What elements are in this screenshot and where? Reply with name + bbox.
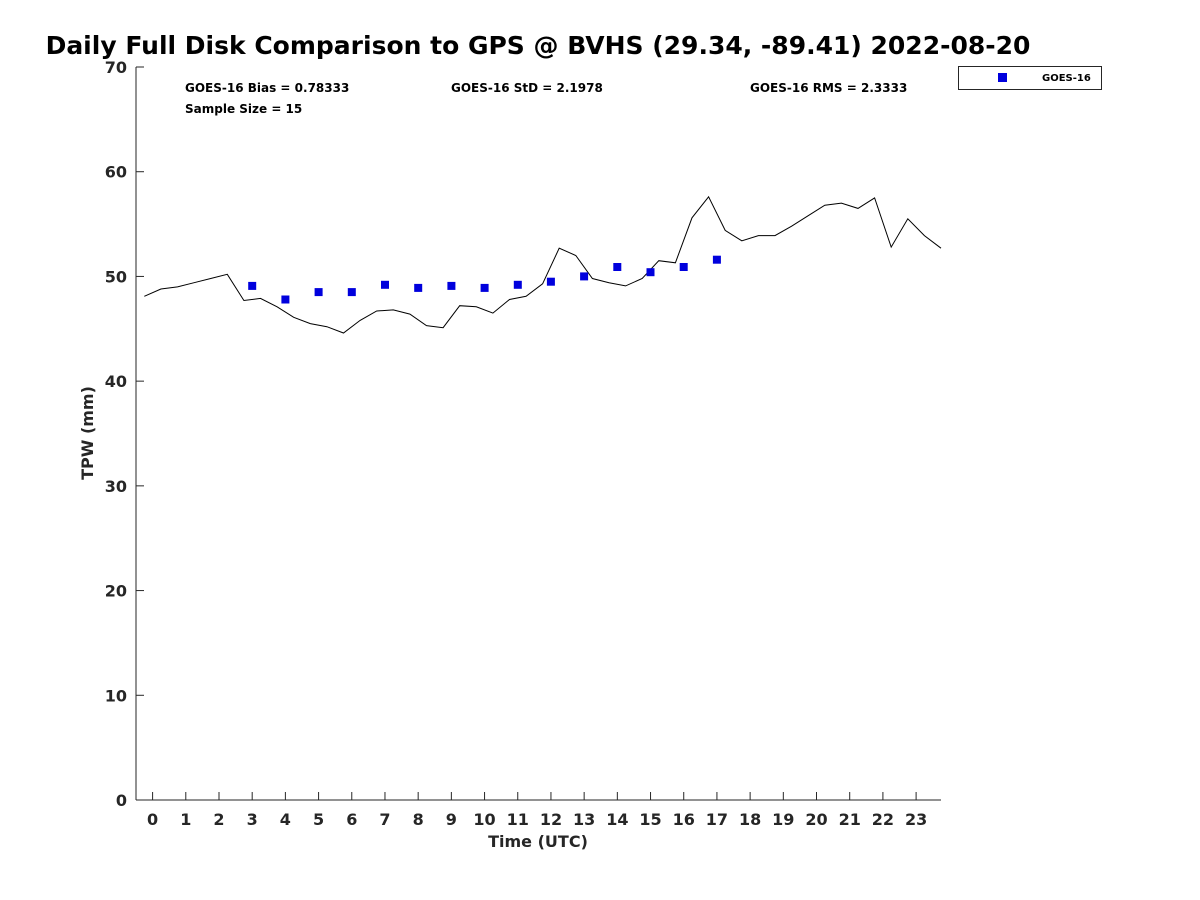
bias-stat: GOES-16 Bias = 0.78333 <box>185 81 349 95</box>
goes16-point <box>513 280 522 289</box>
y-tick-label: 20 <box>105 582 127 601</box>
sample-size-stat: Sample Size = 15 <box>185 102 302 116</box>
x-tick-label: 4 <box>280 810 291 829</box>
x-tick-label: 23 <box>905 810 927 829</box>
goes16-point <box>447 281 456 290</box>
x-tick-label: 1 <box>180 810 191 829</box>
x-tick-label: 2 <box>213 810 224 829</box>
gps-line <box>144 195 942 334</box>
goes16-point <box>613 263 622 271</box>
x-tick-label: 13 <box>573 810 595 829</box>
x-axis-label: Time (UTC) <box>488 832 588 851</box>
x-tick-label: 3 <box>247 810 258 829</box>
x-tick-label: 7 <box>379 810 390 829</box>
x-axis-ticks: 0 1 2 3 4 5 6 7 8 9 10 11 12 13 14 15 16 17 18 19 20 21 22 23 <box>147 792 927 829</box>
x-tick-label: 0 <box>147 810 158 829</box>
y-tick-label: 40 <box>105 372 127 391</box>
x-tick-label: 18 <box>739 810 761 829</box>
y-tick-label: 50 <box>105 267 127 286</box>
y-tick-label: 70 <box>105 58 127 77</box>
x-tick-label: 12 <box>540 810 562 829</box>
goes16-point-series <box>248 255 721 304</box>
x-tick-label: 6 <box>346 810 357 829</box>
legend: GOES-16 <box>958 66 1102 90</box>
chart-title: Daily Full Disk Comparison to GPS @ BVHS… <box>46 31 1031 60</box>
legend-box <box>958 66 1102 90</box>
goes16-point <box>248 281 257 290</box>
x-tick-label: 14 <box>606 810 628 829</box>
x-tick-label: 9 <box>446 810 457 829</box>
rms-stat: GOES-16 RMS = 2.3333 <box>750 81 907 95</box>
y-axis-label: TPW (mm) <box>78 386 97 480</box>
goes16-point <box>646 268 655 277</box>
x-tick-label: 17 <box>706 810 728 829</box>
gps-line-series <box>144 195 942 334</box>
x-tick-label: 21 <box>839 810 861 829</box>
goes16-point <box>414 283 423 292</box>
y-tick-label: 10 <box>105 686 127 705</box>
goes16-point <box>546 277 555 286</box>
x-tick-label: 11 <box>507 810 529 829</box>
x-tick-label: 10 <box>473 810 495 829</box>
goes16-point <box>712 255 721 264</box>
x-tick-label: 5 <box>313 810 324 829</box>
goes16-point <box>381 280 389 289</box>
y-tick-label: 0 <box>116 791 127 810</box>
goes16-point <box>347 288 356 297</box>
x-tick-label: 20 <box>805 810 827 829</box>
std-stat: GOES-16 StD = 2.1978 <box>451 81 603 95</box>
goes16-point <box>480 283 489 292</box>
x-tick-label: 16 <box>673 810 695 829</box>
goes16-point <box>281 295 290 304</box>
legend-entry-goes16: GOES-16 <box>1042 73 1091 84</box>
x-tick-label: 22 <box>872 810 894 829</box>
goes16-point <box>679 263 688 271</box>
x-tick-label: 19 <box>772 810 794 829</box>
y-tick-label: 30 <box>105 477 127 496</box>
goes16-point <box>580 272 589 281</box>
plot-area: 0 1 2 3 4 5 6 7 8 9 10 11 12 13 14 15 16 17 18 19 20 21 22 23 0… <box>105 58 942 829</box>
y-tick-label: 60 <box>105 163 127 182</box>
x-tick-label: 8 <box>413 810 424 829</box>
goes16-point <box>314 288 323 297</box>
x-tick-label: 15 <box>639 810 661 829</box>
legend-marker <box>998 73 1007 82</box>
y-axis-ticks: 0 10 20 30 40 50 60 70 <box>105 58 144 810</box>
plot-frame <box>136 67 941 800</box>
